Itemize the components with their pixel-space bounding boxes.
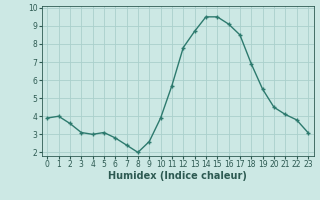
X-axis label: Humidex (Indice chaleur): Humidex (Indice chaleur) <box>108 171 247 181</box>
